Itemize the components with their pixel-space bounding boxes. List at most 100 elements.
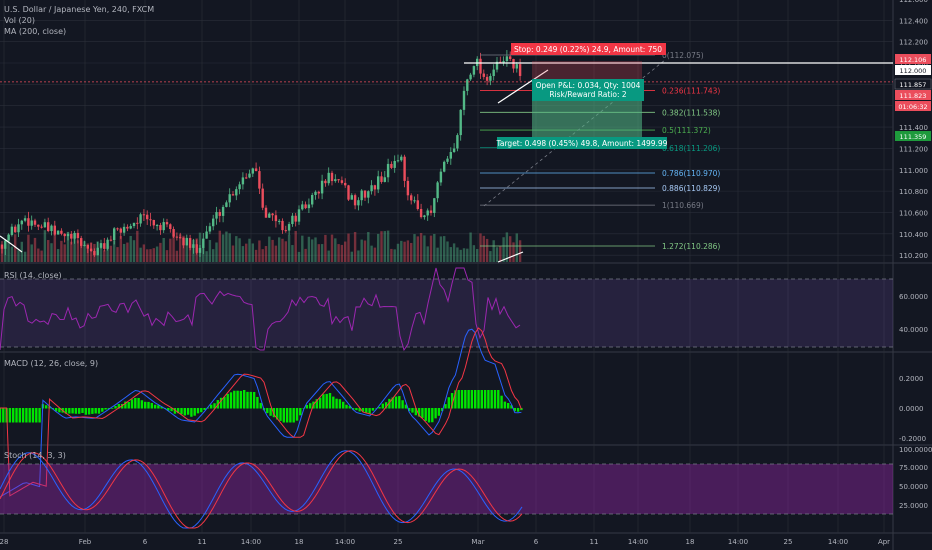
candle-body [221, 206, 225, 216]
macd-histogram-bar [243, 390, 246, 409]
candle-body [268, 213, 271, 218]
macd-histogram-bar [450, 393, 454, 409]
price-badge [895, 101, 931, 111]
volume-bar [518, 240, 522, 262]
trend-line [497, 69, 549, 104]
volume-bar [413, 234, 416, 262]
macd-histogram-bar [256, 396, 259, 409]
fib-level-label: 1(110.669) [662, 201, 704, 210]
volume-bar [70, 241, 73, 262]
macd-histogram-bar [279, 408, 282, 421]
macd-histogram-bar [71, 408, 74, 414]
macd-histogram-bar [157, 405, 160, 409]
macd-histogram-bar [394, 396, 398, 409]
symbol-title[interactable]: U.S. Dollar / Japanese Yen, 240, FXCM [4, 5, 155, 14]
volume-bar [423, 235, 426, 262]
macd-histogram-bar [190, 408, 193, 417]
macd-histogram-bar [355, 408, 358, 411]
macd-histogram-bar [507, 402, 510, 409]
macd-axis-label: 0.2000 [899, 375, 924, 383]
macd-histogram-bar [28, 408, 31, 423]
rsi-legend[interactable]: RSI (14, close) [4, 271, 62, 280]
candle-body [175, 236, 179, 238]
candle-body [495, 61, 499, 70]
candle-body [17, 224, 20, 233]
volume-bar [261, 249, 264, 262]
volume-bar [165, 250, 169, 262]
volume-bar [462, 248, 466, 262]
candle-body [195, 244, 198, 253]
time-axis-label: Mar [471, 538, 484, 546]
candle-body [60, 230, 63, 234]
volume-bar [139, 247, 142, 262]
macd-histogram-bar [371, 408, 375, 411]
volume-bar [195, 238, 198, 262]
macd-histogram-bar [38, 408, 41, 423]
candle-body [37, 224, 40, 227]
volume-bar [429, 235, 433, 262]
volume-bar [231, 245, 235, 262]
candle-body [248, 173, 251, 178]
candle-body [93, 251, 96, 256]
volume-bar [205, 251, 208, 262]
volume-bar [106, 243, 109, 262]
volume-bar [367, 232, 370, 262]
candle-body [307, 204, 311, 209]
candle-body [304, 204, 307, 209]
volume-legend[interactable]: Vol (20) [4, 16, 35, 25]
candle-body [132, 222, 136, 227]
macd-histogram-bar [470, 390, 474, 409]
candle-body [386, 163, 390, 178]
macd-histogram-bar [160, 406, 163, 409]
macd-histogram-bar [335, 398, 338, 409]
volume-bar [350, 251, 353, 262]
macd-histogram-bar [147, 401, 150, 409]
candle-body [456, 135, 459, 149]
candle-body [182, 237, 185, 246]
macd-histogram-bar [269, 408, 272, 416]
time-axis-label: Feb [79, 538, 92, 546]
candle-body [429, 210, 433, 213]
candle-body [509, 56, 512, 59]
volume-bar [76, 240, 80, 262]
ma-legend[interactable]: MA (200, close) [4, 27, 67, 36]
candle-body [198, 247, 202, 253]
candle-body [185, 238, 188, 246]
volume-bar [320, 244, 324, 262]
candle-body [228, 194, 231, 203]
candle-body [406, 180, 410, 196]
volume-bar [225, 231, 228, 262]
macd-histogram-bar [487, 390, 490, 409]
candle-body [109, 239, 113, 241]
macd-histogram-bar [114, 406, 117, 409]
volume-bar [353, 231, 357, 262]
candle-body [462, 90, 466, 110]
volume-bar [370, 245, 373, 262]
macd-histogram-bar [97, 408, 101, 414]
volume-bar [499, 246, 502, 262]
volume-bar [357, 250, 360, 262]
volume-bar [446, 241, 449, 262]
candle-body [340, 180, 344, 183]
macd-histogram-bar [144, 401, 147, 409]
macd-histogram-bar [477, 390, 480, 409]
macd-histogram-bar [361, 408, 365, 412]
volume-bar [136, 230, 139, 262]
macd-histogram-bar [302, 408, 305, 409]
candle-body [271, 213, 274, 216]
macd-histogram-bar [444, 404, 447, 409]
macd-histogram-bar [226, 393, 229, 409]
macd-histogram-bar [203, 408, 206, 410]
candle-body [162, 222, 165, 231]
macd-legend[interactable]: MACD (12, 26, close, 9) [4, 359, 99, 368]
candle-body [27, 218, 30, 226]
volume-bar [287, 234, 291, 262]
volume-bar [390, 248, 393, 262]
fib-level-label: 0.786(110.970) [662, 169, 720, 178]
macd-histogram-bar [137, 397, 140, 409]
price-axis-label: 110.600 [899, 209, 928, 217]
candle-body [433, 198, 436, 213]
macd-histogram-bar [490, 390, 493, 409]
stoch-legend[interactable]: Stoch (14, 3, 3) [4, 451, 66, 460]
